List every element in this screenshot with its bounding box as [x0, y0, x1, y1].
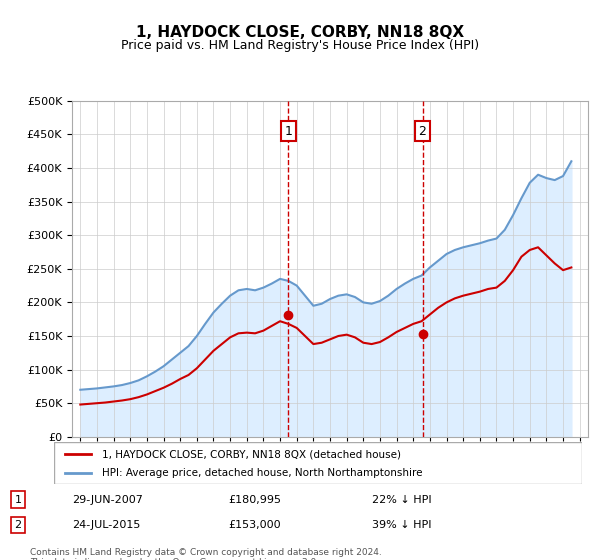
Text: Contains HM Land Registry data © Crown copyright and database right 2024.
This d: Contains HM Land Registry data © Crown c… [30, 548, 382, 560]
Text: £180,995: £180,995 [228, 495, 281, 505]
Text: 2: 2 [14, 520, 22, 530]
Text: 24-JUL-2015: 24-JUL-2015 [72, 520, 140, 530]
FancyBboxPatch shape [54, 442, 582, 484]
Text: 2: 2 [419, 124, 427, 138]
Text: 22% ↓ HPI: 22% ↓ HPI [372, 495, 431, 505]
Text: 29-JUN-2007: 29-JUN-2007 [72, 495, 143, 505]
Text: 1, HAYDOCK CLOSE, CORBY, NN18 8QX: 1, HAYDOCK CLOSE, CORBY, NN18 8QX [136, 25, 464, 40]
Text: HPI: Average price, detached house, North Northamptonshire: HPI: Average price, detached house, Nort… [101, 468, 422, 478]
Text: 1: 1 [14, 495, 22, 505]
Text: 39% ↓ HPI: 39% ↓ HPI [372, 520, 431, 530]
Text: 1, HAYDOCK CLOSE, CORBY, NN18 8QX (detached house): 1, HAYDOCK CLOSE, CORBY, NN18 8QX (detac… [101, 449, 401, 459]
Text: 1: 1 [284, 124, 292, 138]
Text: £153,000: £153,000 [228, 520, 281, 530]
Text: Price paid vs. HM Land Registry's House Price Index (HPI): Price paid vs. HM Land Registry's House … [121, 39, 479, 52]
